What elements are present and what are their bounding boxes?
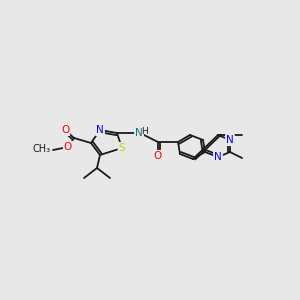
Text: CH₃: CH₃ [33,144,51,154]
Text: S: S [119,143,125,153]
Text: N: N [214,152,222,162]
Text: H: H [142,127,148,136]
Text: N: N [96,125,104,135]
Text: O: O [154,151,162,161]
Text: O: O [64,142,72,152]
Text: N: N [226,135,234,145]
Text: N: N [135,128,143,138]
Text: O: O [61,125,69,135]
